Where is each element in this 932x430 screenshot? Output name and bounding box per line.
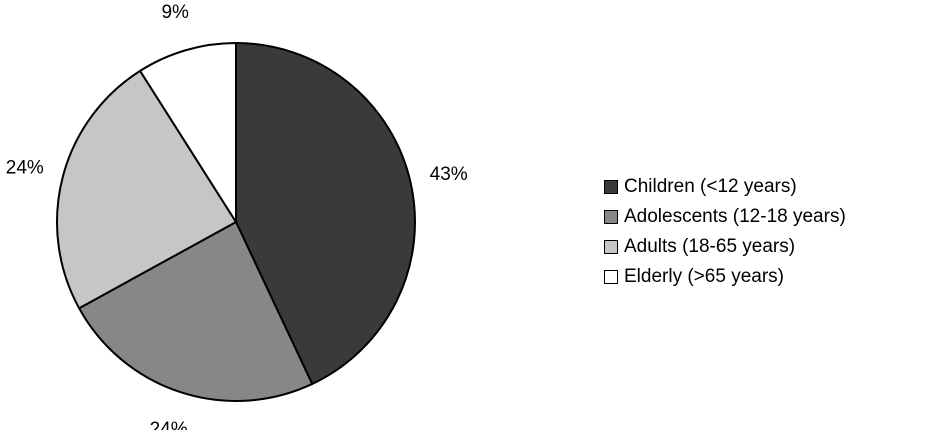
data-label-adolescents: 24% bbox=[150, 419, 188, 430]
data-label-children: 43% bbox=[430, 164, 468, 185]
pie-slice-children bbox=[235, 42, 416, 385]
pie-slice-adolescents bbox=[78, 221, 314, 402]
data-label-adults: 24% bbox=[6, 157, 44, 178]
legend-item-adults: Adults (18-65 years) bbox=[604, 232, 932, 262]
pie-slice-elderly bbox=[139, 42, 237, 223]
legend-swatch-children bbox=[604, 180, 618, 194]
legend: Children (<12 years) Adolescents (12-18 … bbox=[604, 172, 932, 292]
legend-swatch-elderly bbox=[604, 270, 618, 284]
pie-slices bbox=[56, 42, 416, 402]
legend-item-adolescents: Adolescents (12-18 years) bbox=[604, 202, 932, 232]
legend-swatch-adults bbox=[604, 240, 618, 254]
legend-label-children: Children (<12 years) bbox=[624, 176, 797, 197]
pie-data-labels: 43% 24% 24% 9% bbox=[6, 2, 468, 430]
legend-item-children: Children (<12 years) bbox=[604, 172, 932, 202]
legend-label-adults: Adults (18-65 years) bbox=[624, 236, 796, 257]
legend-item-elderly: Elderly (>65 years) bbox=[604, 262, 932, 292]
legend-label-adolescents: Adolescents (12-18 years) bbox=[624, 206, 846, 227]
legend-swatch-adolescents bbox=[604, 210, 618, 224]
data-label-elderly: 9% bbox=[161, 2, 189, 23]
pie-slice-adults bbox=[56, 69, 237, 310]
legend-label-elderly: Elderly (>65 years) bbox=[624, 266, 784, 287]
